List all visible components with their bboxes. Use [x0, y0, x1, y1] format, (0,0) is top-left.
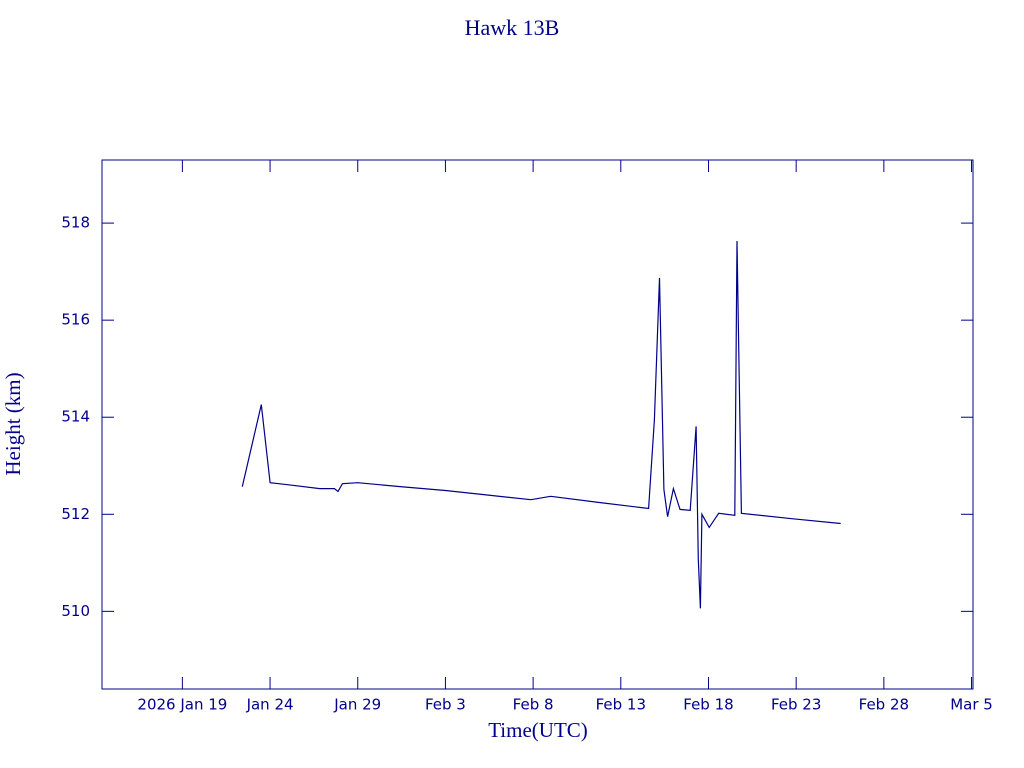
x-tick-label: Feb 23 [771, 696, 821, 714]
y-tick-label: 514 [61, 408, 90, 426]
chart-title: Hawk 13B [465, 15, 560, 40]
x-axis-label: Time(UTC) [488, 718, 588, 742]
x-tick-label: Jan 29 [333, 696, 381, 714]
plot-frame [101, 159, 974, 690]
x-tick-label: Feb 18 [683, 696, 733, 714]
x-tick-label: 2026 Jan 19 [137, 696, 227, 714]
y-tick-label: 516 [61, 311, 90, 329]
x-tick-label: Feb 8 [513, 696, 554, 714]
y-tick-label: 518 [61, 214, 90, 232]
x-tick-label: Jan 24 [246, 696, 294, 714]
x-tick-label: Mar 5 [950, 696, 993, 714]
y-axis-label: Height (km) [1, 372, 25, 475]
y-tick-label: 512 [61, 505, 90, 523]
x-tick-label: Feb 13 [596, 696, 646, 714]
y-tick-label: 510 [61, 602, 90, 620]
x-tick-label: Feb 28 [859, 696, 909, 714]
x-tick-label: Feb 3 [425, 696, 466, 714]
data-line [241, 240, 841, 609]
